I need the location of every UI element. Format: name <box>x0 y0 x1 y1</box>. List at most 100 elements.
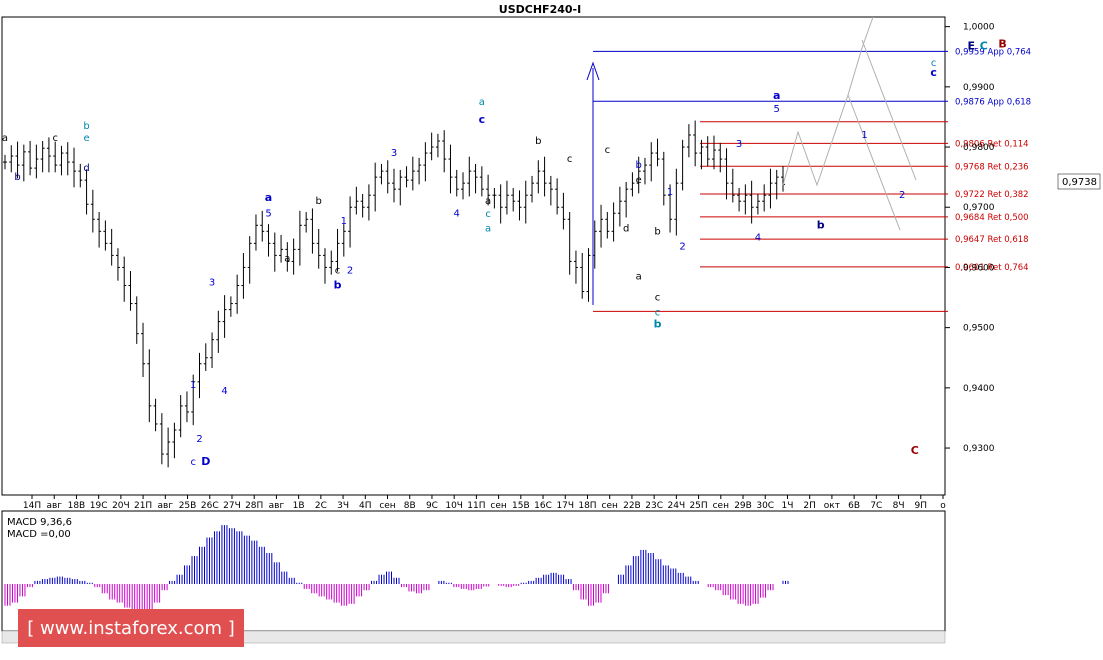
x-tick-label: 1Ч <box>782 501 794 511</box>
wave-label: b <box>316 196 322 207</box>
price-bar <box>97 212 102 248</box>
x-tick-label: 29В <box>734 501 752 511</box>
watermark-text: [ www.instaforex.com ] <box>27 618 235 639</box>
price-bar <box>642 157 647 185</box>
wave-label: 1 <box>341 216 347 227</box>
x-tick-label: окт <box>824 501 840 511</box>
price-bar <box>373 162 378 212</box>
wave-label: a <box>284 253 290 264</box>
wave-label: 2 <box>196 434 202 445</box>
y-tick-label: 0,9700 <box>963 203 995 213</box>
x-tick-label: сен <box>379 501 395 511</box>
wave-label: b <box>654 226 660 237</box>
x-tick-label: 8Ч <box>893 501 905 511</box>
price-bar <box>341 224 346 257</box>
wave-label: D <box>201 455 210 468</box>
wave-label: 3 <box>391 148 397 159</box>
wave-label: a <box>479 97 485 108</box>
price-bar <box>21 144 26 182</box>
price-bar <box>335 228 340 272</box>
price-bar <box>90 189 95 233</box>
price-bar <box>680 139 685 191</box>
wave-label: a <box>2 133 8 144</box>
price-bar <box>178 395 183 438</box>
price-bar <box>586 248 591 302</box>
wave-label: 3 <box>736 139 742 150</box>
x-tick-label: 15В <box>512 501 530 511</box>
price-bar <box>774 169 779 200</box>
price-bar <box>417 157 422 185</box>
wave-label: B <box>998 38 1006 51</box>
price-bar <box>260 210 265 242</box>
price-bar <box>548 175 553 206</box>
price-bar <box>103 220 108 251</box>
wave-label: a <box>485 223 491 234</box>
price-bar <box>147 349 152 423</box>
price-bar <box>649 142 654 182</box>
wave-label: b <box>817 218 825 231</box>
price-bar <box>423 142 428 182</box>
x-tick-label: 3Ч <box>337 501 349 511</box>
x-tick-label: 9С <box>426 501 438 511</box>
price-bar <box>718 142 723 173</box>
price-bar <box>235 274 240 314</box>
price-bar <box>567 212 572 275</box>
price-bar <box>348 196 353 248</box>
price-bar <box>454 169 459 197</box>
y-tick-label: 1,0000 <box>963 23 995 33</box>
x-tick-label: 14П <box>23 501 41 511</box>
price-bar <box>210 332 215 368</box>
price-bar <box>78 163 83 188</box>
fib-label: 0,9806 Ret 0,114 <box>955 139 1029 149</box>
price-bar <box>203 343 208 371</box>
price-bar <box>197 352 202 399</box>
price-bar <box>65 142 70 176</box>
x-tick-label: 2С <box>315 501 327 511</box>
price-bar <box>329 250 334 275</box>
price-bar <box>530 175 535 203</box>
x-tick-label: 21П <box>134 501 152 511</box>
price-bar <box>448 144 453 194</box>
x-tick-label: авг <box>158 501 174 511</box>
chart-title: USDCHF240-I <box>499 3 581 16</box>
price-bar <box>316 228 321 269</box>
price-bar <box>40 141 45 173</box>
wave-label: e <box>83 133 89 144</box>
price-bar <box>479 166 484 197</box>
price-bar <box>153 398 158 432</box>
wave-label: b <box>654 318 662 331</box>
macd-histogram <box>4 525 789 615</box>
price-bar <box>636 156 641 194</box>
price-bar <box>354 186 359 215</box>
wave-label: c <box>655 308 661 319</box>
price-bar <box>141 322 146 378</box>
price-bar <box>392 168 396 203</box>
fib-label: 0,9647 Ret 0,618 <box>955 235 1029 245</box>
x-tick-label: 16С <box>534 501 552 511</box>
x-tick-label: 1В <box>293 501 305 511</box>
wave-label: a <box>485 196 491 207</box>
x-tick-label: 9П <box>915 501 928 511</box>
x-tick-label: 30С <box>756 501 774 511</box>
price-bar <box>84 169 89 215</box>
price-bar <box>655 138 660 167</box>
x-tick-label: 22В <box>623 501 641 511</box>
price-bar <box>228 296 233 317</box>
price-bar <box>737 187 742 212</box>
price-bar <box>555 178 560 215</box>
x-tick-label: 25В <box>179 501 197 511</box>
price-bar <box>536 160 541 194</box>
price-bar <box>59 145 64 176</box>
price-bar <box>686 124 691 158</box>
price-bar <box>661 151 666 206</box>
price-bar <box>322 248 327 284</box>
price-bar <box>674 168 679 236</box>
fib-label: 0,9722 Ret 0,382 <box>955 190 1029 200</box>
wave-label: 1 <box>190 380 196 391</box>
price-bar <box>72 147 77 188</box>
x-tick-label: 23С <box>645 501 663 511</box>
x-tick-label: 6В <box>848 501 860 511</box>
price-bar <box>247 236 252 284</box>
price-bar <box>611 202 616 242</box>
price-bar <box>366 184 371 221</box>
